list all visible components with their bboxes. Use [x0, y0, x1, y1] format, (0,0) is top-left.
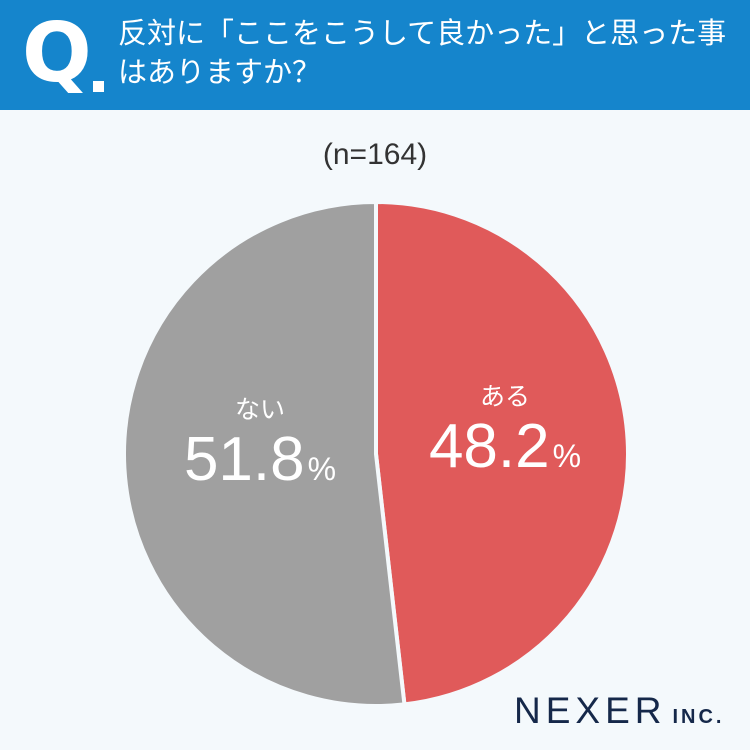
- pie-slice-1: [122, 199, 407, 708]
- question-text: 反対に「ここをこうして良かった」と思った事はありますか？: [118, 16, 727, 89]
- category-label: ある: [479, 382, 530, 411]
- slice-label-no: ない 51.8%: [170, 395, 350, 504]
- q-icon: Q: [22, 6, 92, 101]
- question-header: Q 反対に「ここをこうして良かった」と思った事はありますか？: [0, 0, 750, 110]
- value-label: 51.8%: [183, 425, 337, 494]
- q-dot-icon: [93, 81, 104, 92]
- category-label: ない: [234, 395, 285, 424]
- nexer-logo: NEXER INC.: [514, 690, 725, 731]
- value-label: 48.2%: [428, 412, 582, 481]
- sample-size: (n=164): [322, 138, 428, 171]
- pie-slice-0: [374, 199, 630, 707]
- slice-label-yes: ある 48.2%: [415, 382, 595, 491]
